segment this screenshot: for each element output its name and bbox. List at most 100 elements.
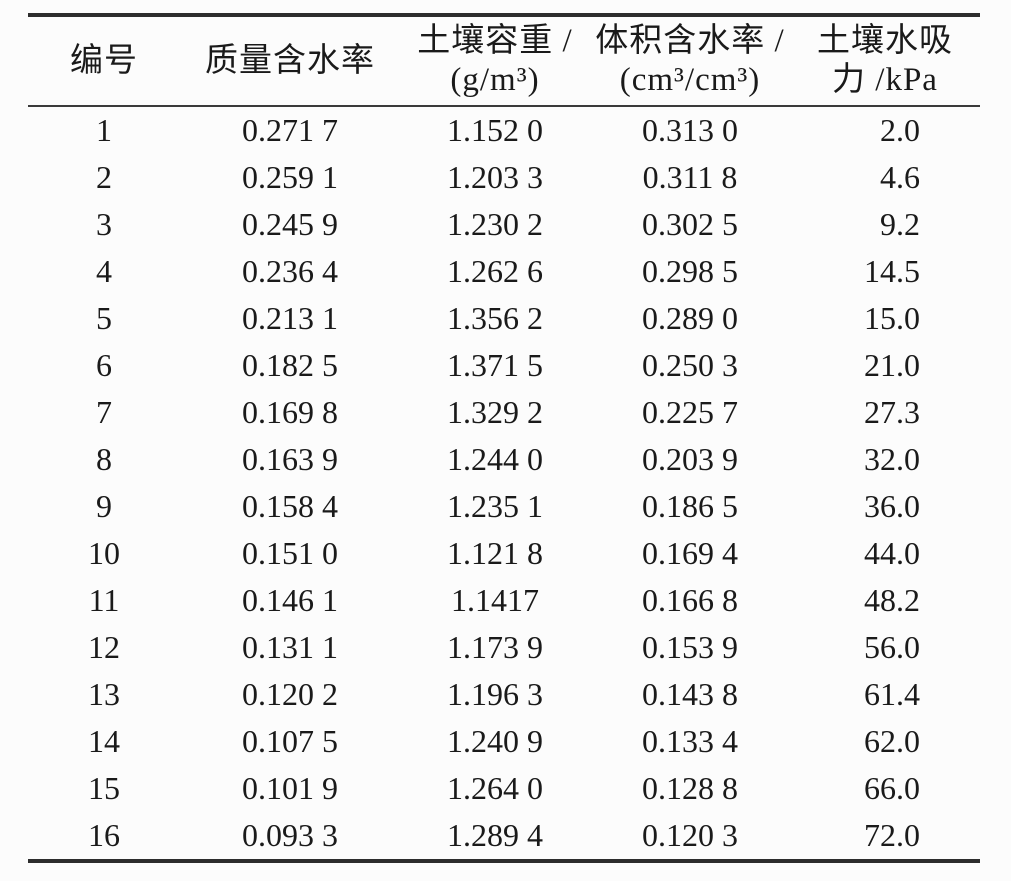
table-row: 5 0.213 1 1.356 2 0.289 0 15.0 [28,295,980,342]
table-row: 16 0.093 3 1.289 4 0.120 3 72.0 [28,812,980,861]
header-text: (g/m³) [450,62,540,98]
table-cell: 1.203 3 [447,159,543,195]
table-cell: 0.166 8 [642,582,738,618]
table-cell: 32.0 [864,441,920,477]
table-row: 4 0.236 4 1.262 6 0.298 5 14.5 [28,248,980,295]
table-cell: 0.186 5 [642,488,738,524]
header-text: 质量含水率 [205,42,375,79]
table-cell: 21.0 [864,347,920,383]
table-cell: 1.289 4 [447,817,543,853]
table-cell: 3 [96,206,112,242]
table-cell: 2.0 [880,112,920,148]
table-cell: 0.101 9 [242,770,338,806]
table-cell: 0.182 5 [242,347,338,383]
table-cell: 0.158 4 [242,488,338,524]
table-cell: 1.152 0 [447,112,543,148]
table-cell: 5 [96,300,112,336]
table-cell: 6 [96,347,112,383]
header-text: 体积含水率 / [595,23,785,60]
table-cell: 0.151 0 [242,535,338,571]
table-cell: 0.169 8 [242,394,338,430]
table-cell: 0.245 9 [242,206,338,242]
table-cell: 0.131 1 [242,629,338,665]
header-soil-bulk-density: 土壤容重 / (g/m³) [400,15,590,107]
table-cell: 1.356 2 [447,300,543,336]
table-cell: 1.230 2 [447,206,543,242]
table-cell: 72.0 [864,817,920,853]
table-cell: 0.120 3 [642,817,738,853]
header-volumetric-water-content: 体积含水率 / (cm³/cm³) [590,15,790,107]
header-row: 编号 质量含水率 土壤容重 / (g/m³) 体积含水率 / (cm³/cm³)… [28,15,980,107]
table-cell: 7 [96,394,112,430]
table-cell: 4.6 [880,159,920,195]
table-cell: 1.262 6 [447,253,543,289]
table-row: 3 0.245 9 1.230 2 0.302 5 9.2 [28,201,980,248]
table-cell: 0.311 8 [642,159,738,195]
table-cell: 0.093 3 [242,817,338,853]
header-text: (cm³/cm³) [619,62,761,98]
table-row: 7 0.169 8 1.329 2 0.225 7 27.3 [28,389,980,436]
table-cell: 4 [96,253,112,289]
table-cell: 0.203 9 [642,441,738,477]
table-cell: 0.163 9 [242,441,338,477]
soil-data-table: 编号 质量含水率 土壤容重 / (g/m³) 体积含水率 / (cm³/cm³)… [28,13,980,863]
table-cell: 0.169 4 [642,535,738,571]
table-row: 10 0.151 0 1.121 8 0.169 4 44.0 [28,530,980,577]
table-cell: 1.371 5 [447,347,543,383]
table-cell: 9 [96,488,112,524]
table-cell: 1.121 8 [447,535,543,571]
table-row: 6 0.182 5 1.371 5 0.250 3 21.0 [28,342,980,389]
table-cell: 1.329 2 [447,394,543,430]
table-cell: 56.0 [864,629,920,665]
table-cell: 0.313 0 [642,112,738,148]
table-cell: 0.146 1 [242,582,338,618]
table-cell: 62.0 [864,723,920,759]
table-cell: 0.213 1 [242,300,338,336]
header-text: 土壤容重 / [417,23,573,60]
table-row: 11 0.146 1 1.1417 0.166 8 48.2 [28,577,980,624]
table-cell: 1.173 9 [447,629,543,665]
table-header: 编号 质量含水率 土壤容重 / (g/m³) 体积含水率 / (cm³/cm³)… [28,15,980,107]
table-cell: 13 [88,676,120,712]
table-cell: 15.0 [864,300,920,336]
header-text: 力 /kPa [832,62,938,98]
table-cell: 16 [88,817,120,853]
table-cell: 1 [96,112,112,148]
header-soil-water-suction: 土壤水吸 力 /kPa [790,15,980,107]
table-cell: 0.225 7 [642,394,738,430]
table-cell: 44.0 [864,535,920,571]
table-cell: 9.2 [880,206,920,242]
table-cell: 0.143 8 [642,676,738,712]
table-row: 8 0.163 9 1.244 0 0.203 9 32.0 [28,436,980,483]
table-cell: 0.236 4 [242,253,338,289]
table-cell: 12 [88,629,120,665]
table-row: 13 0.120 2 1.196 3 0.143 8 61.4 [28,671,980,718]
table-row: 1 0.271 7 1.152 0 0.313 0 2.0 [28,106,980,154]
table-cell: 10 [88,535,120,571]
table-cell: 14 [88,723,120,759]
table-body: 1 0.271 7 1.152 0 0.313 0 2.0 2 0.259 1 1.203 3… [28,106,980,861]
table-row: 14 0.107 5 1.240 9 0.133 4 62.0 [28,718,980,765]
table-cell: 0.250 3 [642,347,738,383]
header-number: 编号 [28,15,180,107]
table-cell: 1.235 1 [447,488,543,524]
soil-data-table-container: 编号 质量含水率 土壤容重 / (g/m³) 体积含水率 / (cm³/cm³)… [28,13,980,863]
header-mass-water-content: 质量含水率 [180,15,400,107]
table-cell: 0.133 4 [642,723,738,759]
table-cell: 0.120 2 [242,676,338,712]
table-cell: 1.1417 [451,582,539,618]
table-cell: 2 [96,159,112,195]
table-cell: 48.2 [864,582,920,618]
table-cell: 14.5 [864,253,920,289]
table-cell: 15 [88,770,120,806]
table-cell: 0.289 0 [642,300,738,336]
table-cell: 1.264 0 [447,770,543,806]
table-row: 15 0.101 9 1.264 0 0.128 8 66.0 [28,765,980,812]
table-cell: 0.302 5 [642,206,738,242]
table-cell: 0.298 5 [642,253,738,289]
table-row: 12 0.131 1 1.173 9 0.153 9 56.0 [28,624,980,671]
header-text: 土壤水吸 [817,23,953,60]
table-cell: 11 [88,582,120,618]
table-cell: 1.240 9 [447,723,543,759]
table-cell: 27.3 [864,394,920,430]
